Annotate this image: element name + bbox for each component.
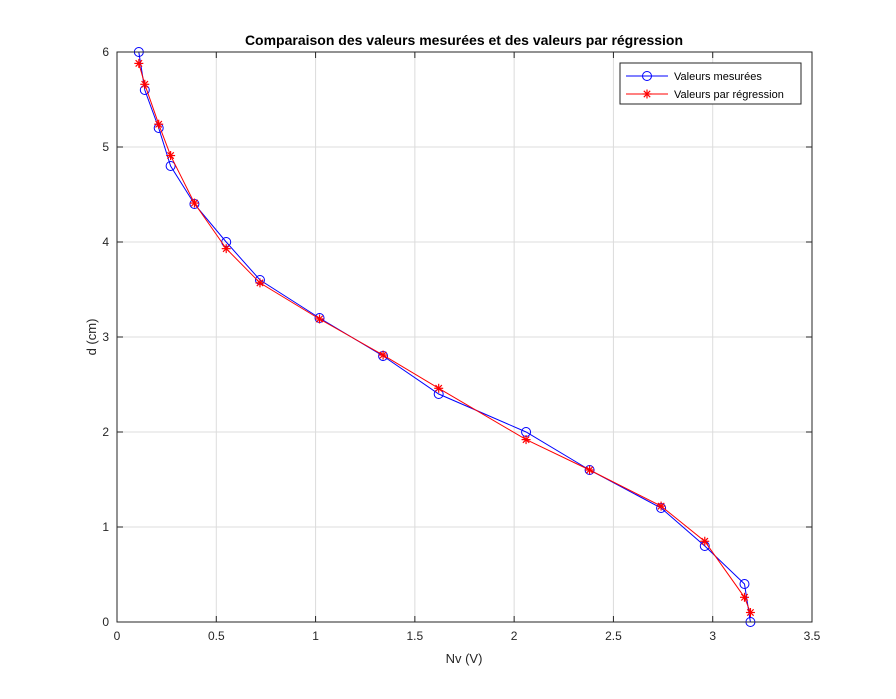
y-tick-label: 6	[102, 45, 109, 59]
ticks: 0 0.5 1 1.5 2 2.5 3 3.5 0 1 2 3 4 5 6	[102, 45, 820, 643]
y-tick-label: 5	[102, 140, 109, 154]
x-tick-label: 0	[114, 629, 121, 643]
data-point-circle	[739, 579, 750, 589]
x-tick-label: 1	[312, 629, 319, 643]
data-point-asterisk	[189, 198, 199, 208]
data-point-asterisk	[585, 465, 595, 475]
y-tick-label: 3	[102, 330, 109, 344]
data-point-asterisk	[739, 592, 749, 602]
data-point-asterisk	[642, 89, 652, 99]
data-point-asterisk	[434, 383, 444, 393]
x-tick-label: 2.5	[605, 629, 622, 643]
legend-label: Valeurs par régression	[674, 89, 784, 101]
data-point-asterisk	[378, 350, 388, 360]
legend-item: Valeurs par régression	[626, 89, 784, 101]
data-point-asterisk	[255, 278, 265, 288]
y-tick-label: 2	[102, 425, 109, 439]
legend: Valeurs mesurées Valeurs par régression	[619, 62, 802, 105]
data-point-asterisk	[656, 501, 666, 511]
x-tick-label: 0.5	[208, 629, 225, 643]
data-point-asterisk	[154, 119, 164, 129]
series-2	[134, 58, 755, 617]
data-point-asterisk	[166, 151, 176, 161]
data-point-asterisk	[745, 608, 755, 617]
chart-title: Comparaison des valeurs mesurées et des …	[245, 32, 683, 48]
legend-label: Valeurs mesurées	[674, 71, 762, 83]
x-tick-label: 1.5	[407, 629, 424, 643]
y-axis-label: d (cm)	[84, 319, 99, 356]
x-tick-label: 3.5	[804, 629, 821, 643]
series-layer	[133, 47, 756, 627]
y-tick-label: 1	[102, 520, 109, 534]
data-point-asterisk	[521, 435, 531, 445]
data-point-asterisk	[134, 58, 144, 68]
data-point-circle	[642, 71, 652, 81]
data-point-asterisk	[221, 244, 231, 254]
legend-item: Valeurs mesurées	[626, 71, 762, 83]
data-point-asterisk	[140, 79, 150, 89]
x-tick-label: 3	[709, 629, 716, 643]
data-point-asterisk	[315, 314, 325, 324]
y-tick-label: 0	[102, 615, 109, 629]
x-axis-label: Nv (V)	[446, 651, 483, 666]
x-tick-label: 2	[511, 629, 518, 643]
y-tick-label: 4	[102, 235, 109, 249]
data-point-circle	[165, 161, 176, 171]
data-point-asterisk	[700, 536, 710, 546]
series-line	[138, 63, 751, 613]
